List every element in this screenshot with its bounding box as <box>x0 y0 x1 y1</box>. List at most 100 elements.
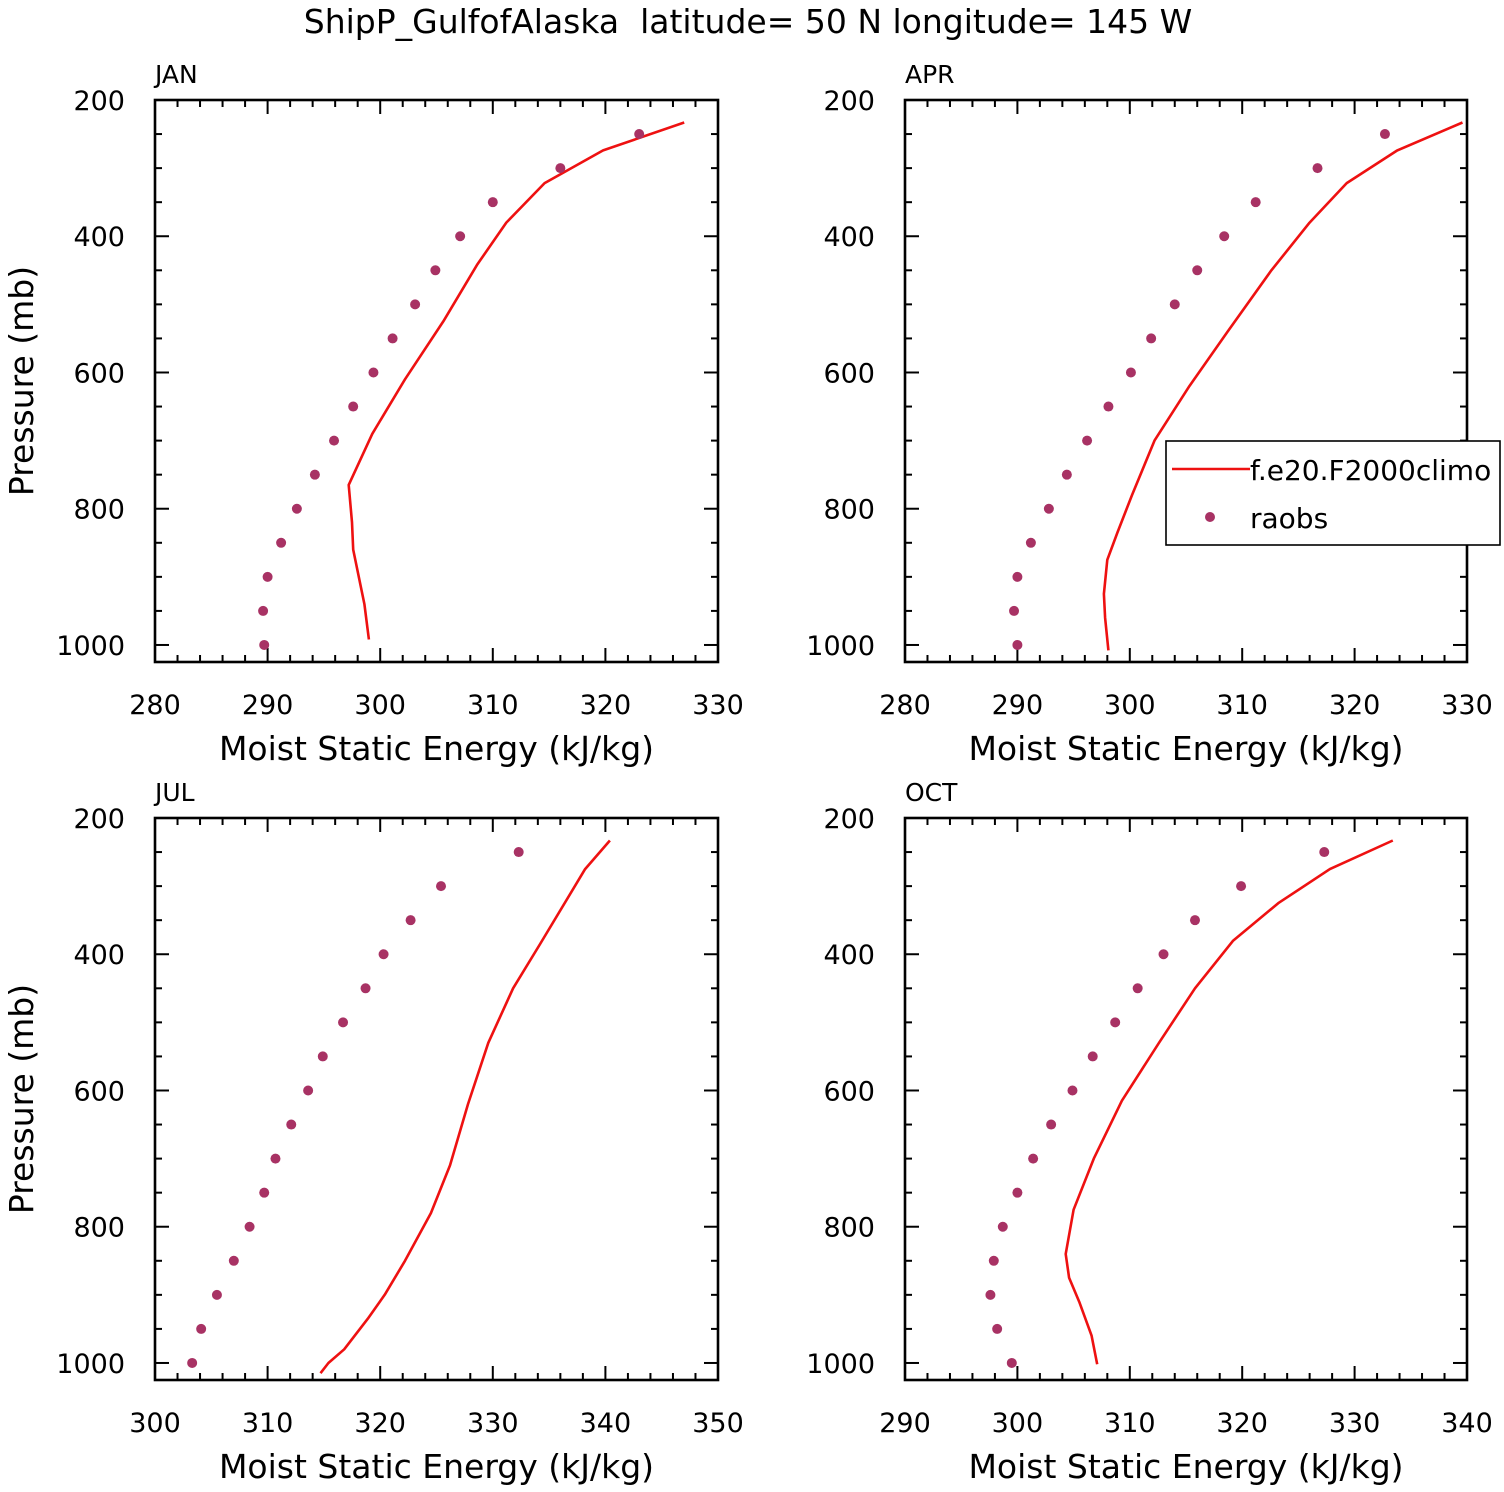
raobs-point <box>244 1221 255 1232</box>
y-tick-label: 200 <box>73 86 125 117</box>
x-tick-label: 310 <box>1104 1408 1156 1439</box>
raobs-point <box>1379 129 1390 140</box>
y-axis-title: Pressure (mb) <box>2 266 41 496</box>
raobs-point <box>286 1119 297 1130</box>
raobs-point <box>430 265 441 276</box>
y-tick-label: 600 <box>823 1076 875 1107</box>
figure-title: ShipP_GulfofAlaska latitude= 50 N longit… <box>304 2 1193 41</box>
x-tick-label: 340 <box>1441 1408 1493 1439</box>
raobs-point <box>317 1051 328 1062</box>
plot-area <box>258 121 685 650</box>
panel-oct: OCT 290 300 310 320 330 340 200 400 600 800 1000 Moi… <box>806 778 1492 1486</box>
raobs-point <box>992 1323 1003 1334</box>
legend-entry-raobs: raobs <box>1250 502 1328 535</box>
raobs-point <box>187 1357 198 1368</box>
raobs-point <box>1046 1119 1057 1130</box>
x-tick-label: 340 <box>580 1408 632 1439</box>
raobs-point <box>1006 1357 1017 1368</box>
panel-label: JUL <box>153 778 195 807</box>
raobs-point <box>360 983 371 994</box>
raobs-point <box>1250 197 1261 208</box>
raobs-point <box>1025 537 1036 548</box>
plot-frame <box>903 98 1469 664</box>
plot-frame <box>153 816 720 1382</box>
panel-apr: APR 280 290 300 310 320 330 200 400 600 800 1000 Moi… <box>806 60 1492 768</box>
raobs-point <box>276 537 287 548</box>
x-axis-title: Moist Static Energy (kJ/kg) <box>219 1447 654 1486</box>
y-tick-label: 1000 <box>806 631 875 662</box>
model-line <box>1102 121 1464 651</box>
raobs-point <box>1319 847 1330 858</box>
y-tick-label: 400 <box>73 940 125 971</box>
raobs-point <box>270 1153 281 1164</box>
raobs-point <box>1012 639 1023 650</box>
y-tick-label: 600 <box>73 1076 125 1107</box>
x-tick-label: 300 <box>992 1408 1044 1439</box>
raobs-point <box>1146 333 1157 344</box>
raobs-point <box>262 571 273 582</box>
x-tick-label: 300 <box>354 690 406 721</box>
raobs-point <box>1132 983 1143 994</box>
raobs-point <box>1125 367 1136 378</box>
x-tick-label: 300 <box>1104 690 1156 721</box>
raobs-point <box>487 197 498 208</box>
x-axis-title: Moist Static Energy (kJ/kg) <box>968 1447 1403 1486</box>
panel-jan: JAN 280 290 300 310 320 330 200 400 600 800 1000 Moi… <box>2 60 744 768</box>
raobs-point <box>1028 1153 1039 1164</box>
raobs-point <box>1110 1017 1121 1028</box>
plot-frame <box>153 98 720 664</box>
plot-area <box>187 839 611 1374</box>
panel-label: APR <box>905 60 955 89</box>
y-tick-label: 200 <box>823 86 875 117</box>
raobs-point <box>1189 915 1200 926</box>
x-tick-label: 310 <box>1216 690 1268 721</box>
raobs-point <box>988 1255 999 1266</box>
x-tick-label: 330 <box>1329 1408 1381 1439</box>
raobs-point <box>555 163 566 174</box>
raobs-point <box>513 847 524 858</box>
x-tick-label: 310 <box>242 1408 294 1439</box>
y-tick-label: 800 <box>823 495 875 526</box>
raobs-point <box>1043 503 1054 514</box>
raobs-point <box>985 1289 996 1300</box>
raobs-point <box>1192 265 1203 276</box>
x-tick-label: 320 <box>1329 690 1381 721</box>
y-tick-label: 800 <box>823 1213 875 1244</box>
x-tick-label: 330 <box>692 690 744 721</box>
raobs-point <box>228 1255 239 1266</box>
model-line <box>319 839 611 1374</box>
raobs-point <box>1082 435 1093 446</box>
raobs-point <box>410 299 421 310</box>
raobs-point <box>997 1221 1008 1232</box>
x-tick-label: 290 <box>242 690 294 721</box>
raobs-point <box>291 503 302 514</box>
model-line <box>1064 839 1394 1365</box>
x-tick-label: 290 <box>879 1408 931 1439</box>
raobs-point <box>1009 605 1020 616</box>
y-tick-label: 800 <box>73 1213 125 1244</box>
plot-area <box>985 839 1394 1368</box>
x-tick-label: 330 <box>467 1408 519 1439</box>
raobs-point <box>259 639 270 650</box>
plot-frame <box>903 816 1469 1382</box>
raobs-point <box>455 231 466 242</box>
raobs-point <box>329 435 340 446</box>
x-tick-label: 350 <box>692 1408 744 1439</box>
raobs-point <box>1012 571 1023 582</box>
raobs-point <box>1219 231 1230 242</box>
raobs-point <box>1312 163 1323 174</box>
raobs-point <box>405 915 416 926</box>
raobs-point <box>1169 299 1180 310</box>
x-tick-label: 310 <box>467 690 519 721</box>
panel-label: JAN <box>153 60 198 89</box>
y-tick-label: 1000 <box>806 1349 875 1380</box>
raobs-point <box>1067 1085 1078 1096</box>
raobs-point <box>258 605 269 616</box>
legend-entry-model: f.e20.F2000climo <box>1250 454 1491 487</box>
raobs-point <box>309 469 320 480</box>
plot-area <box>1009 121 1464 651</box>
y-tick-label: 1000 <box>56 631 125 662</box>
y-axis-title: Pressure (mb) <box>2 984 41 1214</box>
x-tick-label: 280 <box>129 690 181 721</box>
raobs-point <box>436 881 447 892</box>
